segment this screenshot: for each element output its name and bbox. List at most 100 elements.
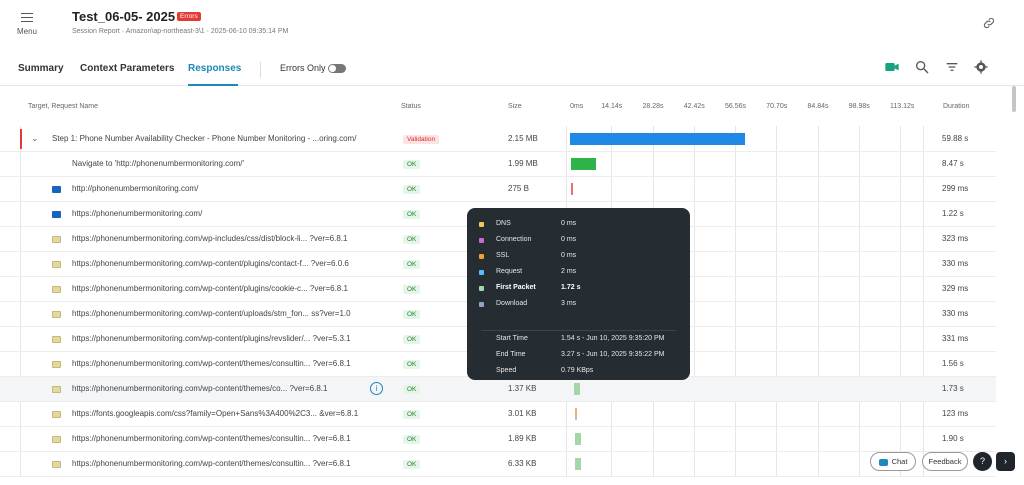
timeline-bar[interactable] bbox=[570, 133, 745, 145]
chevron-down-icon[interactable]: ⌄ bbox=[31, 133, 39, 143]
tooltip-phase-row: Download 3 ms bbox=[479, 300, 679, 310]
size-value: 1.99 MB bbox=[508, 159, 538, 168]
errors-badge: Errors bbox=[177, 12, 201, 21]
table-row[interactable]: https://phonenumbermonitoring.com/wp-con… bbox=[0, 427, 996, 452]
tab-context-parameters[interactable]: Context Parameters bbox=[80, 63, 175, 74]
request-name: https://phonenumbermonitoring.com/wp-inc… bbox=[72, 234, 348, 243]
phase-color-swatch bbox=[479, 238, 484, 243]
expand-button[interactable]: › bbox=[996, 452, 1015, 471]
info-icon[interactable]: i bbox=[370, 382, 383, 395]
request-name: https://phonenumbermonitoring.com/wp-con… bbox=[72, 259, 349, 268]
phase-label: First Packet bbox=[496, 284, 536, 291]
settings-icon[interactable] bbox=[973, 59, 989, 75]
timing-tooltip: DNS 0 ms Connection 0 ms SSL 0 ms Request 2 ms F… bbox=[467, 208, 690, 380]
timeline-bar[interactable] bbox=[570, 158, 596, 170]
phase-value: 0 ms bbox=[561, 252, 577, 259]
document-file-icon bbox=[52, 386, 61, 393]
video-icon[interactable] bbox=[884, 59, 900, 75]
duration-value: 1.73 s bbox=[942, 384, 964, 393]
tooltip-speed: Speed 0.79 KBps bbox=[496, 367, 686, 377]
duration-value: 8.47 s bbox=[942, 159, 964, 168]
document-file-icon bbox=[52, 411, 61, 418]
feedback-label: Feedback bbox=[928, 457, 962, 466]
duration-value: 331 ms bbox=[942, 334, 969, 343]
table-row[interactable]: https://phonenumbermonitoring.com/wp-con… bbox=[0, 377, 996, 402]
tab-responses[interactable]: Responses bbox=[188, 63, 242, 74]
size-value: 6.33 KB bbox=[508, 459, 537, 468]
errors-only-label: Errors Only bbox=[280, 63, 326, 73]
document-file-icon bbox=[52, 286, 61, 293]
feedback-button[interactable]: Feedback bbox=[922, 452, 968, 471]
search-icon[interactable] bbox=[914, 59, 930, 75]
phase-color-swatch bbox=[479, 254, 484, 259]
error-indicator bbox=[20, 129, 22, 149]
timeline-bar[interactable] bbox=[570, 183, 573, 195]
request-name: https://phonenumbermonitoring.com/ bbox=[72, 209, 203, 218]
duration-value: 330 ms bbox=[942, 309, 969, 318]
help-button[interactable]: ? bbox=[973, 452, 992, 471]
tab-summary[interactable]: Summary bbox=[18, 63, 64, 74]
link-icon[interactable] bbox=[982, 16, 996, 30]
step-row[interactable]: ⌄ Step 1: Phone Number Availability Check… bbox=[0, 127, 996, 152]
status-badge: OK bbox=[403, 260, 421, 269]
timeline-bar[interactable] bbox=[574, 433, 581, 445]
size-value: 2.15 MB bbox=[508, 134, 538, 143]
status-badge: OK bbox=[403, 285, 421, 294]
timeline-bar[interactable] bbox=[574, 458, 581, 470]
phase-color-swatch bbox=[479, 222, 484, 227]
chat-label: Chat bbox=[891, 457, 908, 466]
request-name: https://phonenumbermonitoring.com/wp-con… bbox=[72, 359, 351, 368]
tooltip-phase-row: DNS 0 ms bbox=[479, 220, 679, 230]
menu-button[interactable]: Menu bbox=[14, 10, 40, 36]
status-badge: OK bbox=[403, 160, 421, 169]
vertical-scrollbar[interactable] bbox=[1012, 86, 1016, 112]
request-name: https://fonts.googleapis.com/css?family=… bbox=[72, 409, 359, 418]
filter-icon[interactable] bbox=[944, 59, 960, 75]
duration-value: 1.22 s bbox=[942, 209, 964, 218]
table-row[interactable]: http://phonenumbermonitoring.com/OK 275 B… bbox=[0, 177, 996, 202]
status-badge: OK bbox=[403, 385, 421, 394]
table-row[interactable]: https://phonenumbermonitoring.com/wp-con… bbox=[0, 452, 996, 477]
column-header-duration[interactable]: Duration bbox=[943, 103, 970, 110]
phase-label: Connection bbox=[496, 236, 532, 243]
timeline-bar[interactable] bbox=[574, 383, 581, 395]
document-file-icon bbox=[52, 436, 61, 443]
column-header-status[interactable]: Status bbox=[401, 103, 421, 110]
timeline-tick: 113.12s bbox=[890, 103, 915, 110]
status-badge: OK bbox=[403, 335, 421, 344]
timeline-tick: 70.70s bbox=[766, 103, 788, 110]
timeline-tick: 98.98s bbox=[848, 103, 870, 110]
status-badge: OK bbox=[403, 460, 421, 469]
tooltip-phase-row: Connection 0 ms bbox=[479, 236, 679, 246]
phase-color-swatch bbox=[479, 302, 484, 307]
size-value: 1.89 KB bbox=[508, 434, 537, 443]
table-row[interactable]: Navigate to 'http://phonenumbermonitorin… bbox=[0, 152, 996, 177]
request-name: https://phonenumbermonitoring.com/wp-con… bbox=[72, 309, 351, 318]
phase-label: SSL bbox=[496, 252, 510, 259]
duration-value: 329 ms bbox=[942, 284, 969, 293]
timeline-tick: 0ms bbox=[570, 103, 584, 110]
phase-value: 1.72 s bbox=[561, 284, 581, 291]
column-header-name[interactable]: Target, Request Name bbox=[28, 103, 99, 110]
tooltip-separator bbox=[481, 330, 676, 331]
phase-label: Download bbox=[496, 300, 528, 307]
column-header-size[interactable]: Size bbox=[508, 103, 522, 110]
phase-color-swatch bbox=[479, 270, 484, 275]
errors-only-toggle[interactable] bbox=[328, 64, 346, 73]
timeline-tick: 42.42s bbox=[683, 103, 705, 110]
active-tab-indicator bbox=[188, 84, 238, 86]
phase-label: DNS bbox=[496, 220, 511, 227]
chat-icon bbox=[878, 458, 888, 466]
tooltip-phase-row: First Packet 1.72 s bbox=[479, 284, 679, 294]
tab-divider bbox=[260, 62, 261, 78]
status-badge: OK bbox=[403, 360, 421, 369]
request-name: http://phonenumbermonitoring.com/ bbox=[72, 184, 199, 193]
start-time-label: Start Time bbox=[496, 335, 528, 342]
timeline-tick: 14.14s bbox=[601, 103, 623, 110]
chat-button[interactable]: Chat bbox=[870, 452, 916, 471]
status-badge: Validation bbox=[403, 135, 440, 144]
table-row[interactable]: https://fonts.googleapis.com/css?family=… bbox=[0, 402, 996, 427]
timeline-bar[interactable] bbox=[574, 408, 577, 420]
page-title: Test_06-05- 2025 bbox=[72, 9, 176, 24]
